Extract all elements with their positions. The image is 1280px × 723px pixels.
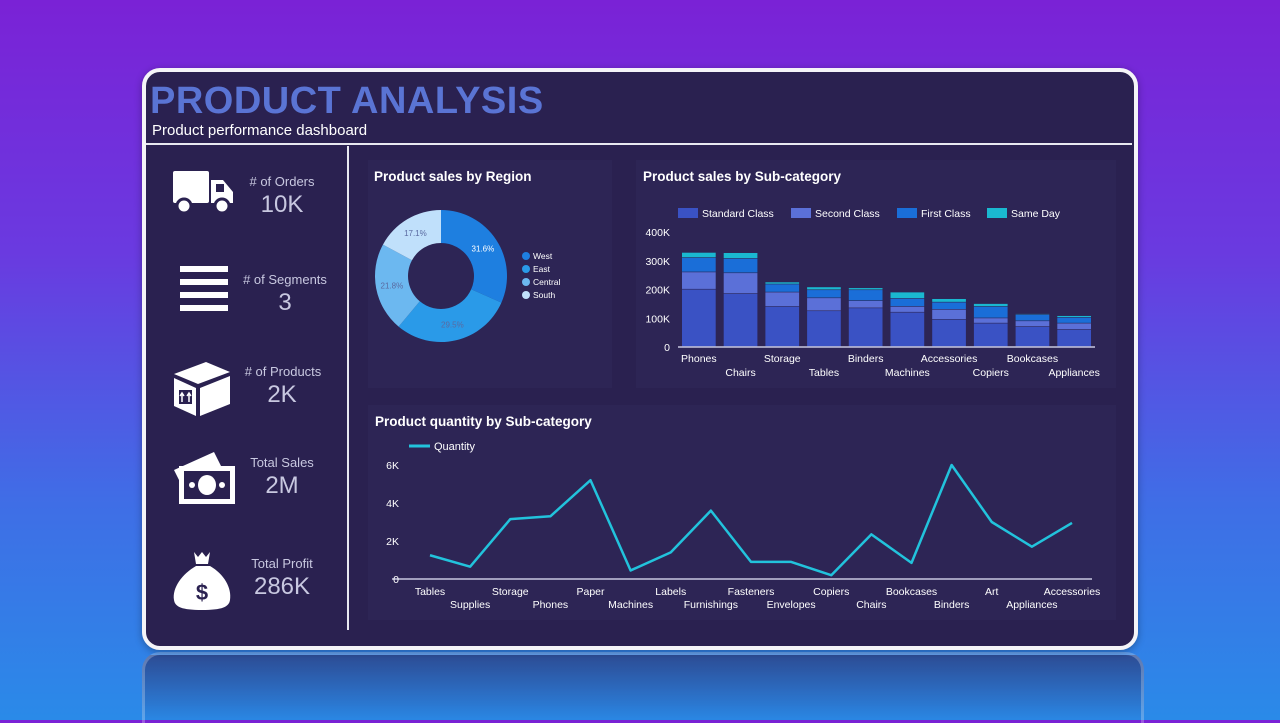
bar-segment <box>765 292 799 306</box>
bar-segment <box>849 288 883 289</box>
x-tick-label: Appliances <box>1048 367 1099 379</box>
x-tick-label: Appliances <box>1006 599 1057 611</box>
y-tick-label: 0 <box>664 342 670 354</box>
bar-segment <box>849 290 883 300</box>
y-tick-label: 200K <box>645 285 670 297</box>
bar-segment <box>724 253 758 258</box>
x-tick-label: Storage <box>764 353 801 365</box>
x-tick-label: Labels <box>655 586 686 598</box>
bar-segment <box>1016 315 1050 321</box>
slice-label: 21.8% <box>381 281 404 290</box>
legend-label: West <box>533 251 553 261</box>
legend-swatch <box>987 208 1007 218</box>
bar-segment <box>974 304 1008 306</box>
legend-swatch <box>522 252 530 260</box>
legend-swatch <box>522 291 530 299</box>
legend-swatch <box>678 208 698 218</box>
donut-slice-west <box>441 210 507 303</box>
legend-label: Same Day <box>1011 208 1061 220</box>
bar-segment <box>891 307 925 312</box>
legend-swatch <box>897 208 917 218</box>
x-tick-label: Phones <box>681 353 717 365</box>
y-tick-label: 6K <box>386 460 399 472</box>
bar-segment <box>1057 330 1091 347</box>
bar-segment <box>974 307 1008 318</box>
y-tick-label: 2K <box>386 536 399 548</box>
bar-segment <box>891 313 925 347</box>
x-tick-label: Machines <box>885 367 930 379</box>
bar-segment <box>765 282 799 283</box>
x-tick-label: Accessories <box>921 353 978 365</box>
y-tick-label: 300K <box>645 256 670 268</box>
x-tick-label: Phones <box>533 599 569 611</box>
y-tick-label: 4K <box>386 498 399 510</box>
x-tick-label: Binders <box>848 353 884 365</box>
x-tick-label: Bookcases <box>1007 353 1058 365</box>
legend-label: Standard Class <box>702 208 774 220</box>
legend-label: Quantity <box>434 441 475 453</box>
legend-label: East <box>533 264 551 274</box>
x-tick-label: Paper <box>576 586 605 598</box>
slice-label: 17.1% <box>404 229 427 238</box>
x-tick-label: Accessories <box>1044 586 1101 598</box>
x-tick-label: Tables <box>809 367 839 379</box>
bar-segment <box>974 323 1008 346</box>
bar-segment <box>765 284 799 291</box>
bar-segment <box>974 318 1008 323</box>
bar-segment <box>1016 327 1050 347</box>
x-tick-label: Chairs <box>725 367 755 379</box>
y-tick-label: 100K <box>645 313 670 325</box>
x-tick-label: Storage <box>492 586 529 598</box>
legend-swatch <box>522 278 530 286</box>
x-tick-label: Furnishings <box>684 599 738 611</box>
bar-segment <box>682 253 716 258</box>
bar-segment <box>724 273 758 293</box>
quantity-line <box>430 465 1072 575</box>
bar-segment <box>682 272 716 289</box>
x-tick-label: Binders <box>934 599 970 611</box>
x-tick-label: Fasteners <box>728 586 775 598</box>
bar-segment <box>724 259 758 273</box>
legend-label: South <box>533 290 555 300</box>
legend-label: Central <box>533 277 561 287</box>
bar-segment <box>807 311 841 346</box>
bar-segment <box>891 299 925 306</box>
x-tick-label: Tables <box>415 586 445 598</box>
legend-swatch <box>522 265 530 273</box>
x-tick-label: Machines <box>608 599 653 611</box>
slice-label: 29.5% <box>441 321 464 330</box>
bar-segment <box>932 320 966 347</box>
bar-segment <box>932 310 966 319</box>
bar-segment <box>1057 318 1091 323</box>
bar-segment <box>807 298 841 310</box>
bar-segment <box>807 290 841 297</box>
bar-segment <box>849 301 883 308</box>
legend-label: First Class <box>921 208 971 220</box>
x-tick-label: Bookcases <box>886 586 937 598</box>
slice-label: 31.6% <box>472 245 495 254</box>
x-tick-label: Envelopes <box>767 599 816 611</box>
bar-segment <box>932 302 966 309</box>
x-tick-label: Copiers <box>973 367 1009 379</box>
y-tick-label: 400K <box>645 227 670 239</box>
x-tick-label: Art <box>985 586 999 598</box>
x-tick-label: Copiers <box>813 586 849 598</box>
bar-segment <box>807 287 841 289</box>
bar-segment <box>682 258 716 272</box>
legend-swatch <box>791 208 811 218</box>
bar-segment <box>765 307 799 347</box>
bar-segment <box>891 292 925 298</box>
x-tick-label: Supplies <box>450 599 490 611</box>
bar-segment <box>1057 316 1091 317</box>
legend-label: Second Class <box>815 208 880 220</box>
bar-segment <box>724 294 758 347</box>
bar-segment <box>932 299 966 302</box>
bar-segment <box>682 290 716 347</box>
bar-segment <box>1057 323 1091 329</box>
y-tick-label: 0 <box>393 574 399 586</box>
x-tick-label: Chairs <box>856 599 886 611</box>
bar-segment <box>1016 321 1050 326</box>
bar-segment <box>849 308 883 346</box>
